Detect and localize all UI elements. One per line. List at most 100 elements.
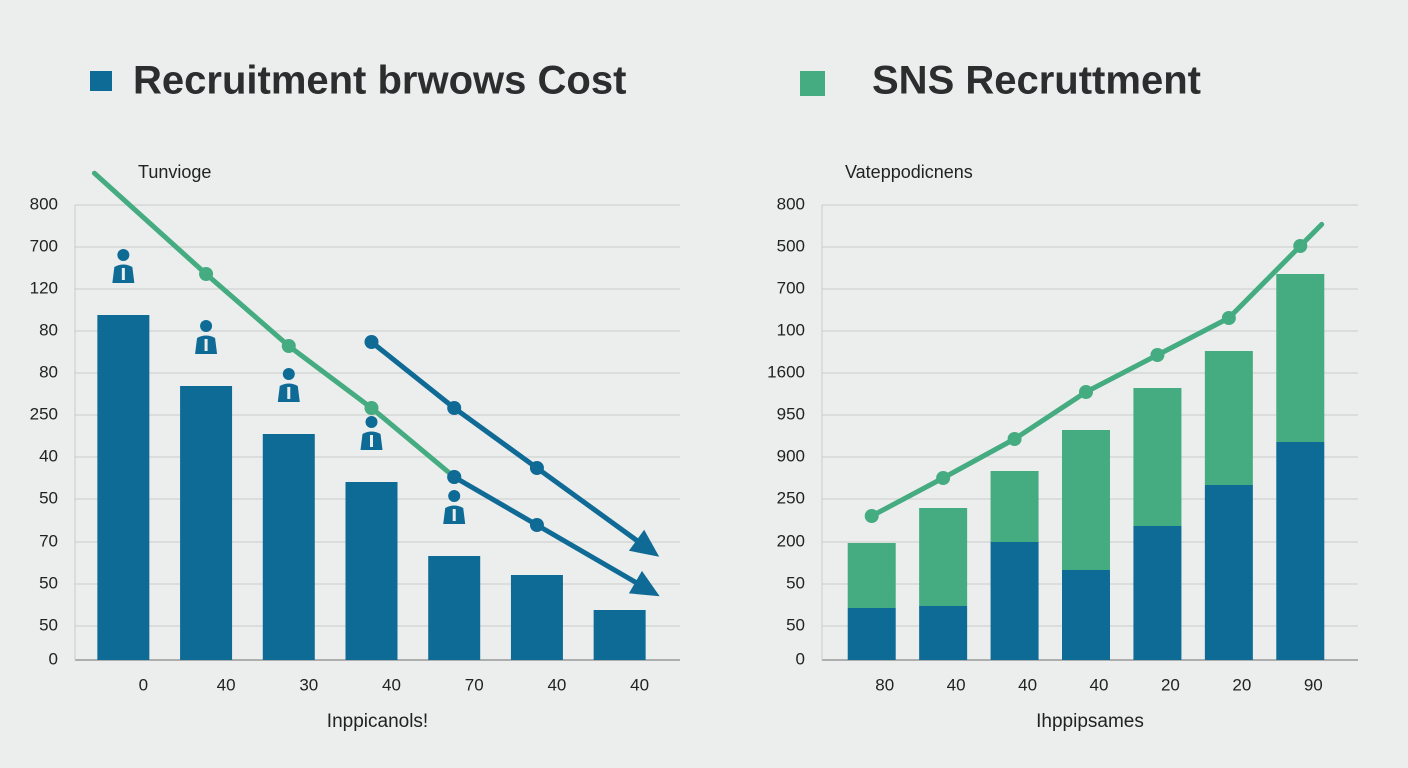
line-marker bbox=[1079, 385, 1093, 399]
line-marker bbox=[1007, 432, 1022, 446]
bar bbox=[345, 482, 398, 660]
person-icon bbox=[204, 339, 208, 351]
person-icon bbox=[117, 249, 130, 261]
line-marker bbox=[1221, 311, 1236, 325]
line-marker bbox=[529, 461, 544, 475]
line-marker bbox=[447, 470, 462, 484]
x-tick-label: 40 bbox=[1018, 675, 1037, 694]
x-tick-label: 70 bbox=[465, 675, 484, 694]
line-marker bbox=[199, 267, 214, 281]
x-tick-label: 40 bbox=[947, 675, 966, 694]
line-marker bbox=[1293, 239, 1308, 253]
person-icon bbox=[287, 387, 291, 399]
line-marker bbox=[364, 335, 379, 349]
bar bbox=[97, 315, 150, 660]
y-tick-label: 50 bbox=[39, 573, 58, 592]
person-icon bbox=[121, 268, 125, 280]
x-axis-title: Ihppipsames bbox=[1036, 711, 1144, 732]
x-axis-title: Inppicanols! bbox=[327, 711, 428, 732]
y-tick-label: 50 bbox=[786, 573, 805, 592]
y-tick-label: 0 bbox=[49, 649, 58, 668]
bar-segment bbox=[990, 542, 1039, 660]
x-tick-label: 40 bbox=[382, 675, 401, 694]
bar-segment bbox=[847, 543, 896, 608]
line-marker bbox=[1150, 348, 1165, 362]
person-icon bbox=[448, 490, 461, 502]
line-marker bbox=[364, 401, 379, 415]
line bbox=[452, 474, 539, 528]
chart-title: SNS Recruttment bbox=[872, 59, 1201, 103]
x-tick-label: 40 bbox=[547, 675, 566, 694]
y-tick-label: 500 bbox=[777, 236, 805, 255]
chart-subtitle: Tunvioge bbox=[138, 162, 211, 182]
x-tick-label: 40 bbox=[630, 675, 649, 694]
y-tick-label: 120 bbox=[30, 278, 58, 297]
x-tick-label: 80 bbox=[875, 675, 894, 694]
person-icon bbox=[370, 435, 373, 447]
x-tick-label: 40 bbox=[217, 675, 236, 694]
bar-segment bbox=[1276, 442, 1325, 660]
bar-segment bbox=[919, 606, 968, 660]
line-marker bbox=[864, 509, 879, 523]
y-tick-label: 100 bbox=[777, 320, 805, 339]
title-marker bbox=[800, 71, 825, 96]
x-tick-label: 30 bbox=[299, 675, 318, 694]
y-tick-label: 80 bbox=[39, 362, 58, 381]
x-tick-label: 20 bbox=[1232, 675, 1251, 694]
y-tick-label: 0 bbox=[796, 649, 805, 668]
line-marker bbox=[936, 471, 951, 485]
y-tick-label: 900 bbox=[777, 446, 805, 465]
y-tick-label: 800 bbox=[777, 194, 805, 213]
y-tick-label: 950 bbox=[777, 404, 805, 423]
bar bbox=[262, 434, 315, 660]
y-tick-label: 200 bbox=[777, 531, 805, 550]
line-marker bbox=[447, 401, 462, 415]
bar-segment bbox=[919, 508, 968, 606]
bar-segment bbox=[1276, 274, 1325, 442]
line-extension bbox=[534, 522, 656, 595]
y-tick-label: 40 bbox=[39, 446, 58, 465]
person-icon bbox=[200, 320, 213, 332]
chart-subtitle: Vateppodicnens bbox=[845, 162, 973, 182]
x-tick-label: 90 bbox=[1304, 675, 1323, 694]
bar-segment bbox=[1204, 351, 1253, 485]
y-tick-label: 1600 bbox=[767, 362, 805, 381]
x-tick-label: 40 bbox=[1090, 675, 1109, 694]
line bbox=[204, 272, 456, 479]
y-tick-label: 250 bbox=[777, 488, 805, 507]
bar bbox=[428, 556, 481, 660]
title-marker bbox=[90, 71, 112, 91]
bar bbox=[180, 386, 233, 660]
y-tick-label: 250 bbox=[30, 404, 58, 423]
bar-segment bbox=[1133, 526, 1182, 660]
y-tick-label: 800 bbox=[30, 194, 58, 213]
y-tick-label: 50 bbox=[39, 615, 58, 634]
y-tick-label: 50 bbox=[786, 615, 805, 634]
bar-segment bbox=[1062, 570, 1110, 660]
bar-segment bbox=[1062, 430, 1110, 570]
person-icon bbox=[365, 416, 378, 428]
bar-segment bbox=[990, 471, 1039, 542]
x-tick-label: 0 bbox=[139, 675, 148, 694]
bar-segment bbox=[847, 608, 896, 660]
bar-segment bbox=[1133, 388, 1182, 526]
bar bbox=[510, 575, 563, 660]
y-tick-label: 70 bbox=[39, 531, 58, 550]
y-tick-label: 80 bbox=[39, 320, 58, 339]
arrow-head bbox=[628, 529, 660, 557]
bar-segment bbox=[1204, 485, 1253, 660]
person-icon bbox=[282, 368, 295, 380]
bar bbox=[593, 610, 646, 660]
y-tick-label: 700 bbox=[777, 278, 805, 297]
line-marker bbox=[529, 518, 544, 532]
line-extension bbox=[534, 465, 656, 555]
chart-title: Recruitment brwows Cost bbox=[133, 59, 626, 103]
arrow-head bbox=[628, 570, 660, 597]
y-tick-label: 700 bbox=[30, 236, 58, 255]
x-tick-label: 20 bbox=[1161, 675, 1180, 694]
line-extension bbox=[91, 170, 209, 277]
person-icon bbox=[452, 509, 456, 521]
y-tick-label: 50 bbox=[39, 488, 58, 507]
